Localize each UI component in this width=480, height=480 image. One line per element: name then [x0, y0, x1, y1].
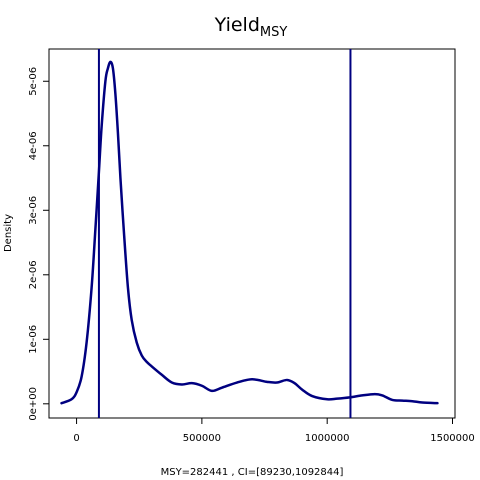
y-tick-label: 0e+00 — [28, 387, 39, 421]
y-tick-label: 4e-06 — [28, 131, 39, 160]
chart-title-main: Yield — [214, 14, 260, 36]
x-tick-label: 500000 — [183, 433, 221, 444]
ci-lines — [97, 49, 352, 418]
plot-frame — [48, 48, 456, 419]
x-tick-label: 0 — [73, 433, 79, 444]
x-axis-label: MSY=282441 , CI=[89230,1092844] — [161, 467, 344, 478]
y-tick-label: 3e-06 — [28, 196, 39, 225]
y-tick-label: 5e-06 — [28, 67, 39, 96]
density-curve — [60, 60, 439, 405]
x-axis: 0 500000 1000000 1500000 — [73, 418, 475, 444]
chart-title-subscript: MSY — [260, 25, 287, 40]
x-tick-label: 1500000 — [430, 433, 475, 444]
y-tick-label: 1e-06 — [28, 325, 39, 354]
y-axis: 0e+00 1e-06 2e-06 3e-06 4e-06 5e-06 — [28, 67, 49, 421]
chart-title: YieldMSY — [214, 14, 288, 40]
y-tick-label: 2e-06 — [28, 260, 39, 289]
x-tick-label: 1000000 — [305, 433, 350, 444]
y-axis-label: Density — [3, 214, 14, 252]
